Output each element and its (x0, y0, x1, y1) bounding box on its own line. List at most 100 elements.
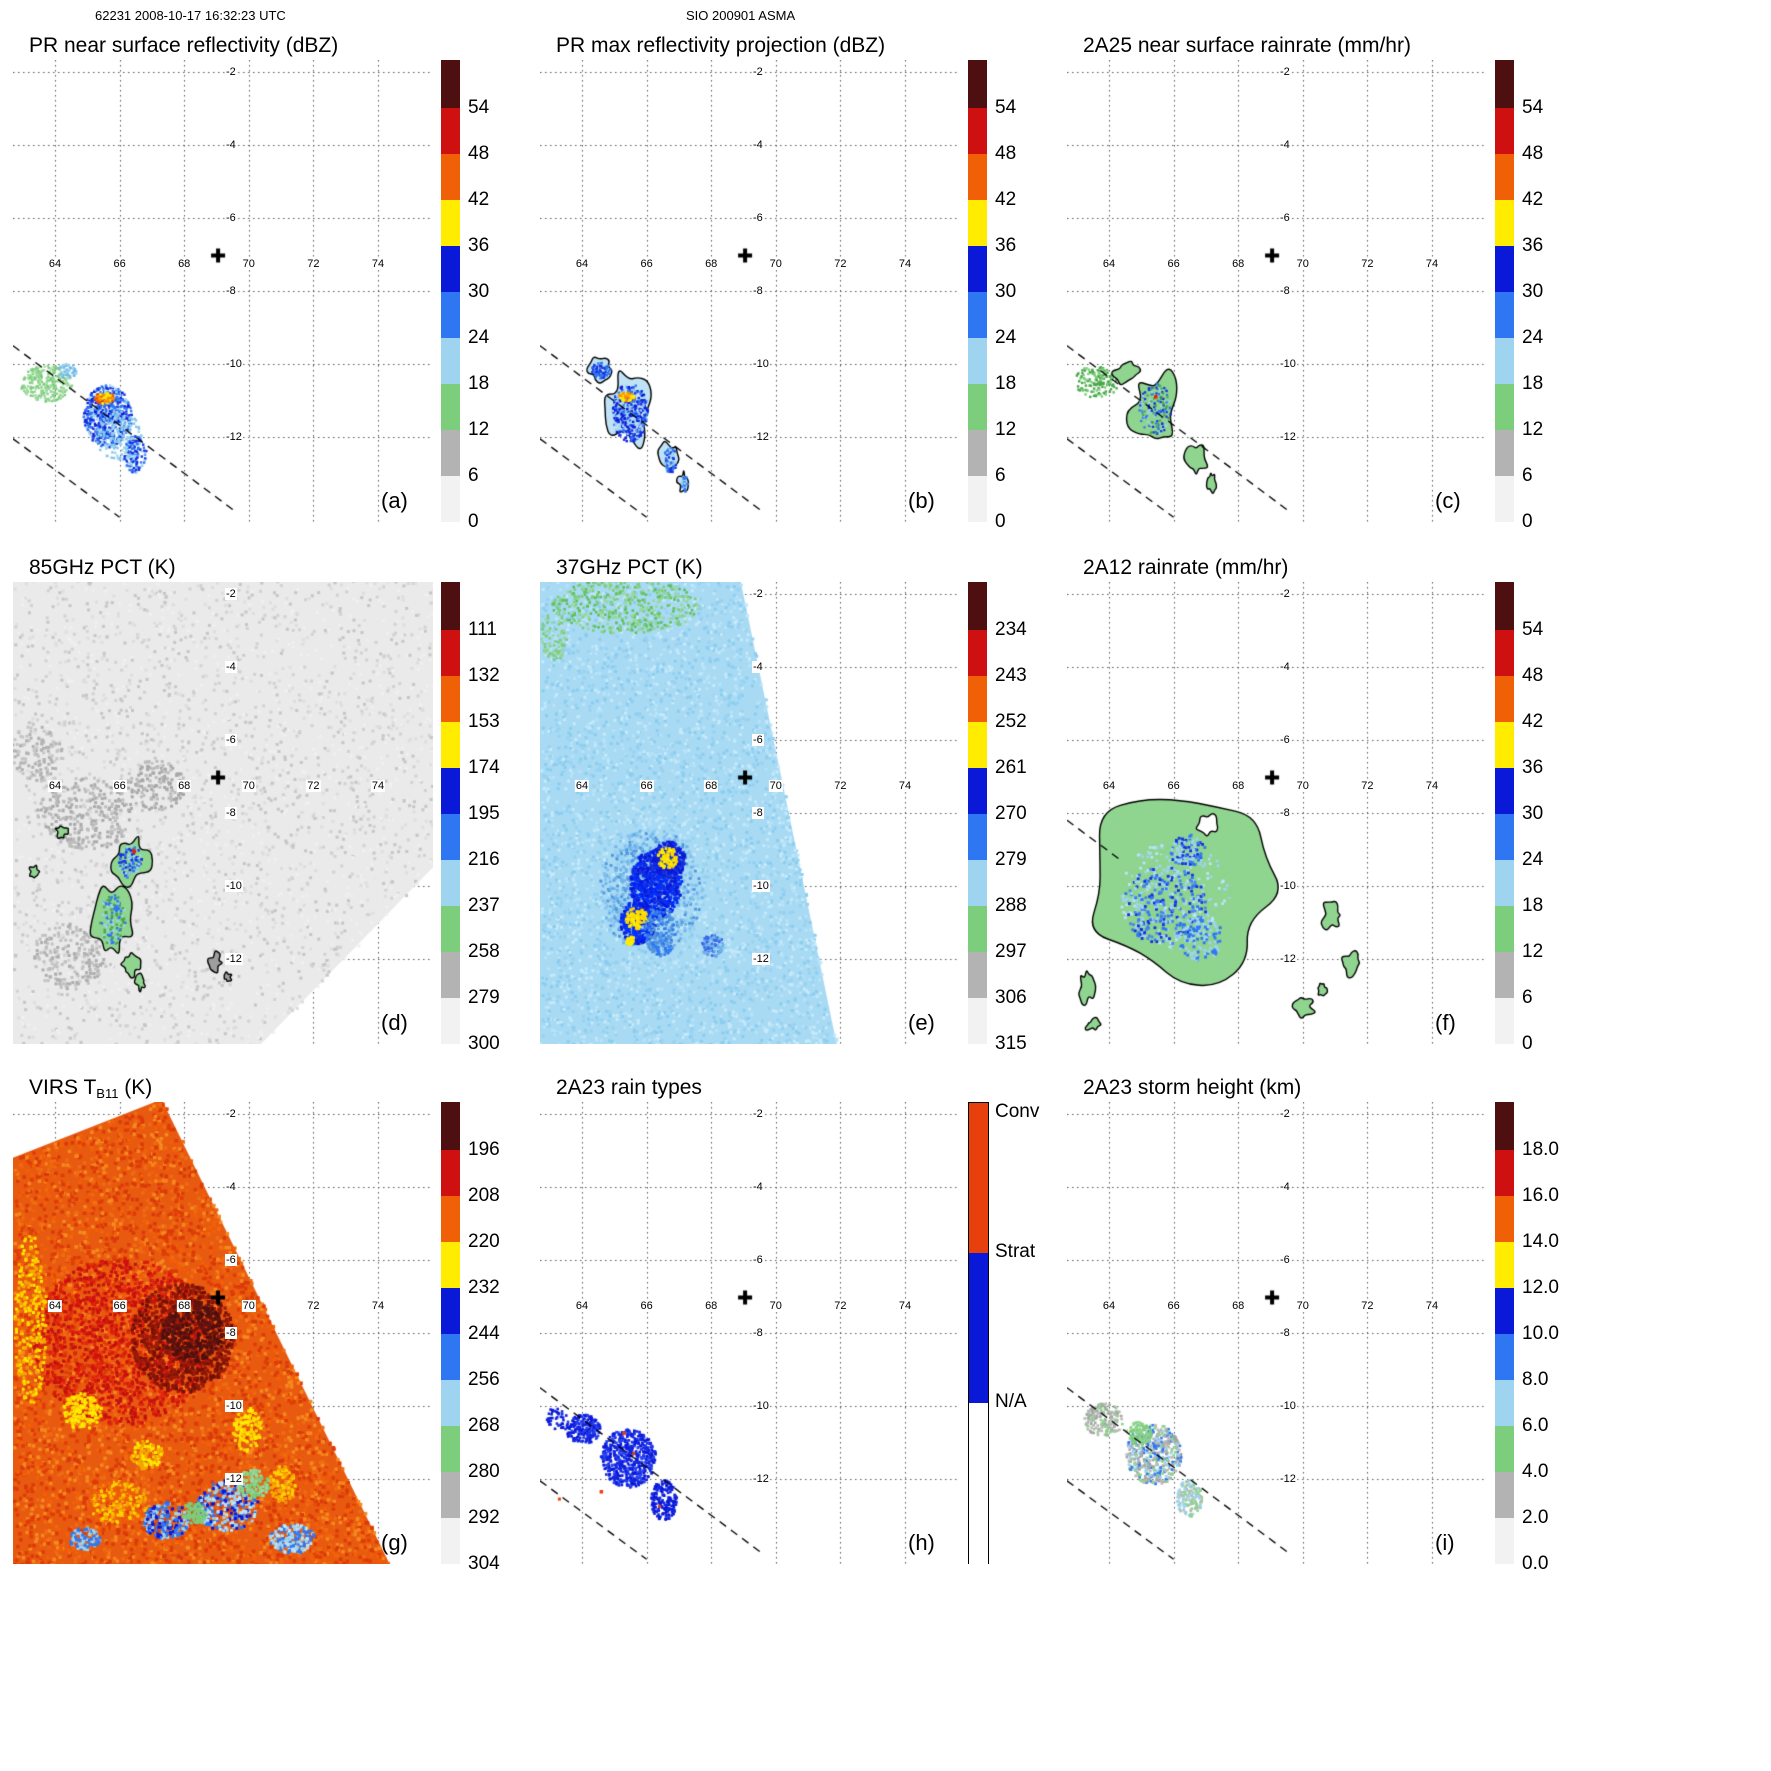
lat-tick-label: -2 (1279, 66, 1291, 78)
colorbar-segment (441, 814, 460, 860)
lat-tick-label: -2 (752, 66, 764, 78)
colorbar-segment (968, 582, 987, 630)
colorbar-category-label: N/A (995, 1391, 1027, 1412)
colorbar-tick-label: 24 (1522, 849, 1544, 870)
lat-tick-label: -12 (1279, 1473, 1297, 1485)
colorbar-segment (1495, 1102, 1514, 1150)
lon-tick-label: 64 (574, 780, 590, 792)
colorbar-segment (441, 1102, 460, 1150)
lon-tick-label: 72 (833, 780, 848, 792)
lon-tick-label: 68 (1231, 258, 1246, 270)
colorbar-tick-label: 0 (468, 511, 479, 532)
colorbar-segment (968, 384, 987, 430)
colorbar-tick-label: 268 (468, 1415, 500, 1436)
colorbar-segment (441, 952, 460, 998)
colorbar-segment (1495, 1334, 1514, 1380)
colorbar-segment (441, 582, 460, 630)
colorbar-tick-label: 10.0 (1522, 1323, 1559, 1344)
colorbar-segment (1495, 1242, 1514, 1288)
colorbar-tick-label: 6 (995, 465, 1006, 486)
colorbar-segment (441, 860, 460, 906)
colorbar-segment (1495, 722, 1514, 768)
colorbar-segment (1495, 200, 1514, 246)
map-area-h: 64 66 68 70 72 74 -2 -4 -6 -8 -10 -12 (h) (540, 1102, 960, 1564)
lon-tick-label: 66 (639, 780, 654, 792)
panel-letter-a: (a) (381, 488, 408, 513)
colorbar-segment (441, 292, 460, 338)
colorbar-segment (1495, 108, 1514, 154)
colorbar-a (441, 60, 460, 522)
lon-tick-label: 68 (177, 258, 192, 270)
header-timestamp: 62231 2008-10-17 16:32:23 UTC (95, 8, 286, 23)
lon-tick-label: 66 (112, 258, 127, 270)
lat-tick-label: -6 (1279, 734, 1291, 746)
colorbar-tick-label: 132 (468, 665, 500, 686)
map-area-a: 64 66 68 70 72 74 -2 -4 -6 -8 -10 -12 (a) (13, 60, 433, 522)
lon-tick-label: 70 (768, 1300, 783, 1312)
lat-tick-label: -6 (225, 1254, 237, 1266)
lat-tick-label: -8 (225, 1327, 237, 1339)
lat-tick-label: -12 (752, 1473, 770, 1485)
colorbar-tick-label: 18 (1522, 895, 1544, 916)
colorbar-tick-label: 18 (468, 373, 490, 394)
colorbar-segment (968, 998, 987, 1044)
panel-letter-d: (d) (381, 1010, 408, 1035)
panel-title-f: 2A12 rainrate (mm/hr) (1083, 556, 1288, 580)
colorbar-tick-label: 244 (468, 1323, 500, 1344)
lat-tick-label: -6 (1279, 212, 1291, 224)
colorbar-tick-label: 195 (468, 803, 500, 824)
colorbar-tick-label: 216 (468, 849, 500, 870)
panel-letter-c: (c) (1435, 488, 1461, 513)
lat-tick-label: -4 (1279, 661, 1291, 673)
map-area-d: 64 66 68 70 72 74 -2 -4 -6 -8 -10 -12 (d) (13, 582, 433, 1044)
lat-tick-label: -4 (752, 661, 764, 673)
colorbar-segment (441, 384, 460, 430)
lat-tick-label: -12 (752, 431, 770, 443)
lon-tick-label: 74 (897, 780, 913, 792)
lat-tick-label: -8 (752, 285, 764, 297)
colorbar-segment (968, 292, 987, 338)
panel-title-a: PR near surface reflectivity (dBZ) (29, 34, 338, 58)
panel-title-b: PR max reflectivity projection (dBZ) (556, 34, 885, 58)
colorbar-segment (1495, 1196, 1514, 1242)
panel-title-text: 2A25 near surface rainrate (mm/hr) (1083, 34, 1411, 57)
colorbar-tick-label: 12.0 (1522, 1277, 1559, 1298)
colorbar-tick-label: 54 (1522, 97, 1544, 118)
panel-h: 2A23 rain types 64 66 68 70 72 74 -2 -4 -6 -8 -10 -1… (532, 1070, 1059, 1585)
map-canvas-a (13, 60, 433, 522)
colorbar-tick-label: 196 (468, 1139, 500, 1160)
map-area-g: 64 66 68 70 72 74 -2 -4 -6 -8 -10 -12 (g) (13, 1102, 433, 1564)
colorbar-segment (441, 338, 460, 384)
colorbar-d (441, 582, 460, 1044)
colorbar-tick-label: 30 (468, 281, 490, 302)
colorbar-tick-label: 288 (995, 895, 1027, 916)
lon-tick-label: 66 (1166, 780, 1181, 792)
panel-letter-g: (g) (381, 1530, 408, 1555)
colorbar-tick-label: 42 (468, 189, 490, 210)
colorbar-segment (441, 676, 460, 722)
colorbar-tick-label: 315 (995, 1033, 1027, 1054)
colorbar-segment (441, 722, 460, 768)
colorbar-segment (1495, 952, 1514, 998)
panel-title-text: 2A12 rainrate (mm/hr) (1083, 556, 1289, 579)
colorbar-tick-label: 42 (995, 189, 1017, 210)
colorbar-category-label: Strat (995, 1241, 1036, 1262)
colorbar-segment (441, 154, 460, 200)
colorbar-tick-label: 24 (1522, 327, 1544, 348)
panel-title-e: 37GHz PCT (K) (556, 556, 703, 580)
lat-tick-label: -10 (1279, 358, 1297, 370)
colorbar-tick-label: 232 (468, 1277, 500, 1298)
lat-tick-label: -4 (225, 139, 237, 151)
map-area-i: 64 66 68 70 72 74 -2 -4 -6 -8 -10 -12 (i) (1067, 1102, 1487, 1564)
colorbar-g (441, 1102, 460, 1564)
lat-tick-label: -12 (225, 431, 243, 443)
lat-tick-label: -2 (1279, 588, 1291, 600)
lat-tick-label: -10 (1279, 880, 1297, 892)
colorbar-segment (968, 768, 987, 814)
lat-tick-label: -6 (752, 1254, 764, 1266)
colorbar-tick-label: 16.0 (1522, 1185, 1559, 1206)
lon-tick-label: 72 (1360, 258, 1375, 270)
lat-tick-label: -12 (225, 953, 243, 965)
map-canvas-d (13, 582, 433, 1044)
colorbar-segment (969, 1253, 988, 1403)
